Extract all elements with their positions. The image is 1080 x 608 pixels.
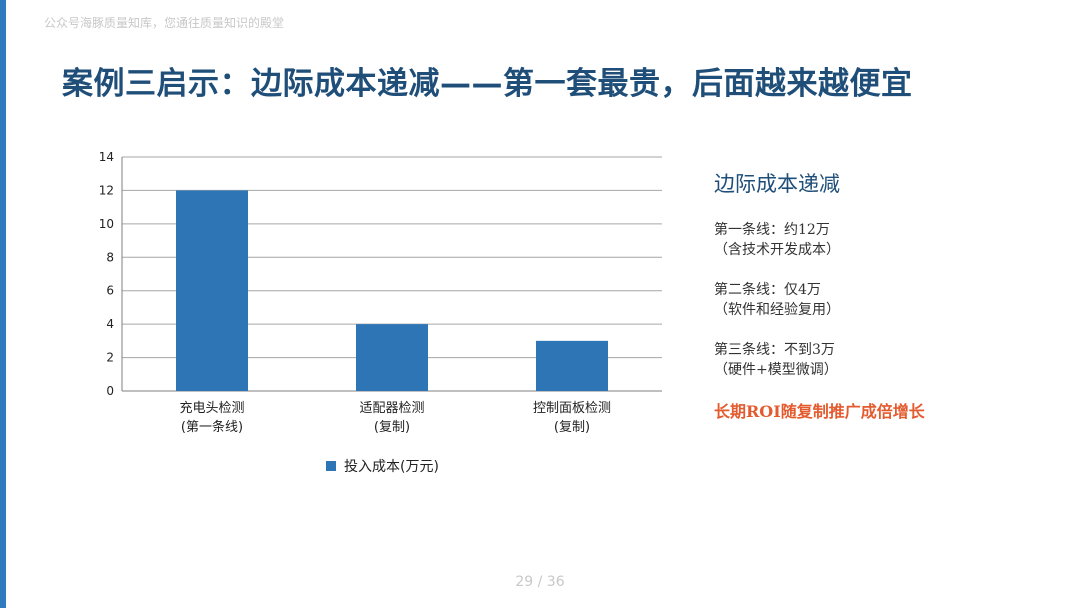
x-tick-label: (第一条线) (181, 419, 243, 435)
x-tick-label: 充电头检测 (179, 400, 244, 416)
y-tick-label: 2 (106, 351, 114, 365)
side-item-2-line2: （软件和经验复用） (714, 302, 840, 318)
x-tick-label: 控制面板检测 (533, 401, 611, 416)
x-tick-label: 适配器检测 (359, 401, 424, 416)
bar (176, 190, 248, 391)
legend-swatch (326, 461, 336, 471)
side-item-3-line1: 第三条线：不到3万 (714, 342, 835, 358)
y-tick-label: 8 (106, 250, 114, 264)
side-item-2: 第二条线：仅4万 （软件和经验复用） (714, 280, 1054, 320)
y-tick-label: 14 (99, 150, 114, 164)
side-panel: 边际成本递减 第一条线：约12万 （含技术开发成本） 第二条线：仅4万 （软件和… (714, 168, 1054, 422)
x-tick-label: (复制) (554, 420, 590, 435)
slide-title: 案例三启示：边际成本递减——第一套最贵，后面越来越便宜 (62, 66, 913, 102)
y-tick-label: 4 (106, 317, 114, 331)
y-tick-label: 10 (99, 217, 114, 231)
x-tick-label: (复制) (374, 420, 410, 435)
y-tick-label: 0 (106, 384, 114, 398)
side-item-1: 第一条线：约12万 （含技术开发成本） (714, 220, 1054, 260)
page-number: 29 / 36 (515, 574, 565, 590)
legend-label: 投入成本(万元) (344, 459, 439, 475)
side-item-3: 第三条线：不到3万 （硬件+模型微调） (714, 340, 1054, 380)
cost-bar-chart: 0 2 4 6 8 10 12 14 充电头检测 (第一条线) 适配器检测 (复制) 控制面板检测 (复制… (99, 150, 662, 435)
left-accent-bar (0, 0, 6, 608)
side-item-1-line2: （含技术开发成本） (714, 242, 840, 258)
chart-legend: 投入成本(万元) (326, 456, 439, 476)
y-tick-label: 6 (106, 284, 114, 298)
bar (536, 340, 608, 391)
roi-highlight: 长期ROI随复制推广成倍增长 (714, 402, 925, 421)
y-tick-label: 12 (99, 183, 114, 197)
side-item-1-line1: 第一条线：约12万 (714, 222, 830, 238)
side-item-2-line1: 第二条线：仅4万 (714, 282, 821, 298)
bar (356, 324, 428, 391)
side-heading: 边际成本递减 (714, 172, 840, 196)
watermark-text: 公众号海豚质量知库，您通往质量知识的殿堂 (44, 16, 285, 30)
side-item-3-line2: （硬件+模型微调） (714, 362, 838, 378)
